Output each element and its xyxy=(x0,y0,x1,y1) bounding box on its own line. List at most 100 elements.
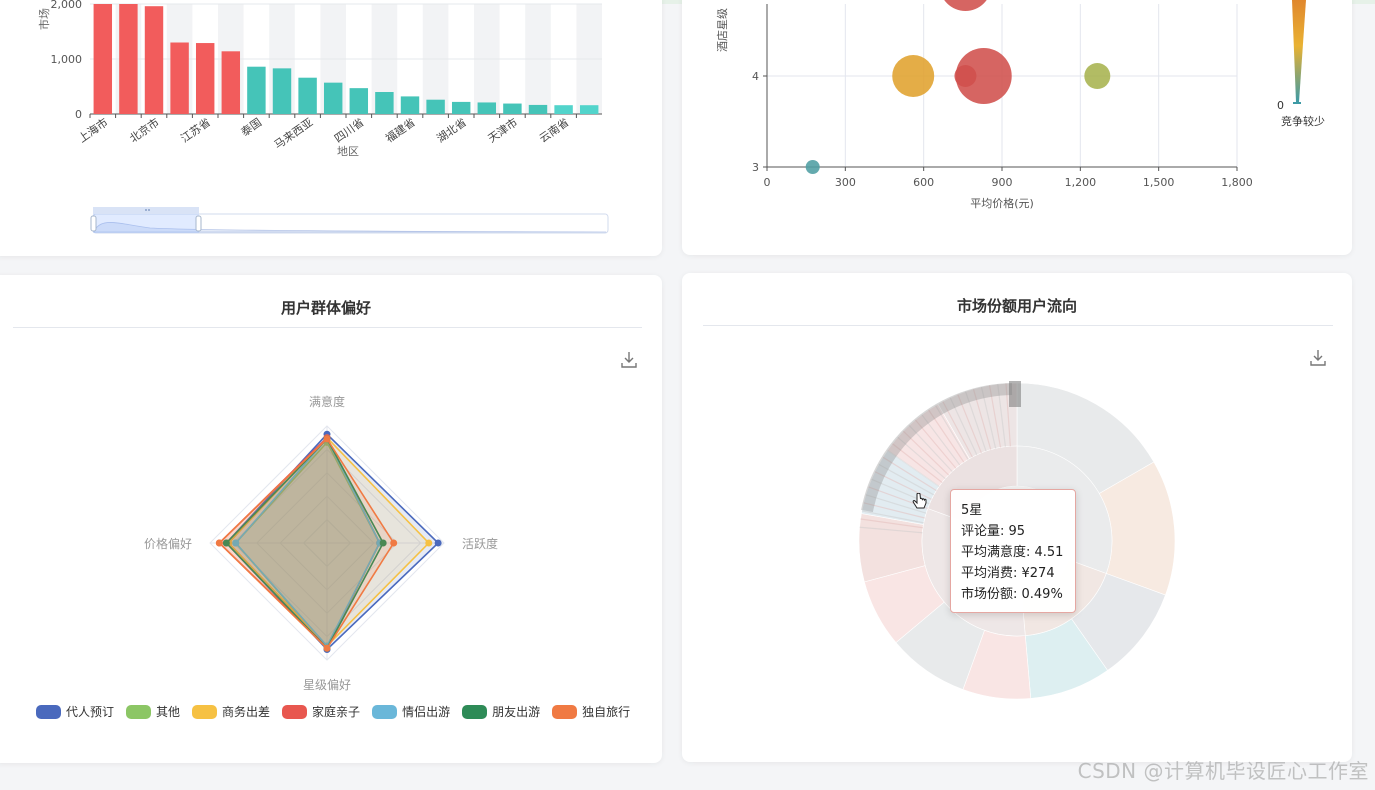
legend-swatch xyxy=(372,704,398,719)
data-zoom-left-handle[interactable] xyxy=(90,215,97,232)
data-zoom-slider[interactable] xyxy=(90,207,609,234)
bubble-y-tick: 4 xyxy=(752,70,759,83)
bubble-x-tick: 1,200 xyxy=(1065,176,1097,189)
bar-x-tick: 四川省 xyxy=(332,116,366,146)
bar[interactable] xyxy=(554,105,573,114)
legend-label: 家庭亲子 xyxy=(312,705,361,719)
tooltip-avg-spend: 平均消费: ¥274 xyxy=(961,566,1055,581)
tooltip-review-count: 评论量: 95 xyxy=(961,524,1026,539)
bar[interactable] xyxy=(272,68,292,114)
radar-chart-card: 用户群体偏好 满意度 活跃度 星级偏好 价格偏好 xyxy=(0,275,662,763)
legend-item[interactable]: 其他 xyxy=(126,703,180,720)
radar-point[interactable] xyxy=(425,539,433,547)
visual-map-label: 竞争较少 xyxy=(1281,114,1325,128)
legend-label: 独自旅行 xyxy=(582,705,631,719)
bar[interactable] xyxy=(426,99,445,114)
watermark: CSDN @计算机毕设匠心工作室 xyxy=(1077,759,1369,783)
data-zoom-selected-range[interactable] xyxy=(93,214,199,233)
radar-point[interactable] xyxy=(215,539,223,547)
data-zoom-right-handle[interactable] xyxy=(195,215,202,232)
bar[interactable] xyxy=(503,103,522,114)
bar[interactable] xyxy=(477,102,497,114)
bar[interactable] xyxy=(170,42,189,115)
legend-item[interactable]: 家庭亲子 xyxy=(282,703,360,720)
bar[interactable] xyxy=(195,43,215,114)
bubble-point[interactable] xyxy=(955,48,1012,104)
download-icon[interactable] xyxy=(619,350,639,370)
card-title-divider xyxy=(13,327,642,328)
legend-swatch xyxy=(192,704,218,719)
bar[interactable] xyxy=(144,6,164,115)
bar[interactable] xyxy=(349,88,369,114)
legend-label: 朋友出游 xyxy=(492,705,541,719)
bar-y-tick: 1,000 xyxy=(51,53,83,66)
bar-x-tick: 云南省 xyxy=(537,116,571,146)
bar[interactable] xyxy=(528,104,548,114)
radar-card-title: 用户群体偏好 xyxy=(280,299,371,317)
bar-y-tick: 2,000 xyxy=(51,0,83,11)
bubble-point[interactable] xyxy=(805,160,820,174)
visual-map-gradient[interactable] xyxy=(1292,0,1306,102)
bubble-x-tick: 0 xyxy=(764,176,771,189)
bubble-x-tick: 900 xyxy=(992,176,1013,189)
radar-legend: 代人预订 其他 商务出差 家庭亲子 情侣出游 朋友出游 独自旅行 xyxy=(36,703,630,720)
radar-series-area[interactable] xyxy=(218,437,395,650)
download-icon[interactable] xyxy=(1308,348,1328,368)
legend-label: 商务出差 xyxy=(222,705,271,719)
bar-x-tick: 福建省 xyxy=(383,115,418,145)
bar[interactable] xyxy=(579,105,599,114)
legend-swatch xyxy=(126,704,152,719)
legend-swatch xyxy=(282,704,308,719)
tooltip-market-share: 市场份额: 0.49% xyxy=(961,587,1063,602)
radar-point[interactable] xyxy=(323,644,331,652)
card-title-divider xyxy=(703,325,1333,326)
legend-item[interactable]: 代人预订 xyxy=(36,703,114,720)
radar-point[interactable] xyxy=(379,539,387,547)
radar-indicator-label: 活跃度 xyxy=(462,536,498,551)
bar[interactable] xyxy=(298,77,317,114)
bar-x-tick: 泰国 xyxy=(238,115,264,139)
bar-y-tick: 0 xyxy=(75,108,82,121)
tooltip-avg-satisfaction: 平均满意度: 4.51 xyxy=(961,545,1064,560)
bubble-x-tick: 1,500 xyxy=(1143,176,1175,189)
bar[interactable] xyxy=(451,101,471,114)
bar[interactable] xyxy=(221,51,241,114)
bar-xlabel: 地区 xyxy=(337,145,359,158)
bubble-point[interactable] xyxy=(1084,63,1111,89)
bar[interactable] xyxy=(375,92,394,114)
bubble-y-tick: 3 xyxy=(752,161,759,174)
bar[interactable] xyxy=(323,82,343,114)
bar-x-tick: 马来西亚 xyxy=(272,116,315,152)
bubble-x-tick: 600 xyxy=(913,176,934,189)
tooltip-title: 5星 xyxy=(961,503,983,518)
bubble-point[interactable] xyxy=(939,0,991,11)
bubble-chart-card: 0 300 600 900 1,200 1,500 1,800 3 4 酒店星级 平均价格(元)… xyxy=(682,0,1352,255)
legend-item[interactable]: 独自旅行 xyxy=(552,703,630,720)
legend-swatch xyxy=(36,704,61,719)
radar-indicator-label: 价格偏好 xyxy=(144,536,192,551)
radar-point[interactable] xyxy=(323,435,331,443)
visual-map-min: 0 xyxy=(1277,99,1284,112)
bubble-x-tick: 300 xyxy=(835,176,856,189)
bubble-point[interactable] xyxy=(892,55,935,97)
bar[interactable] xyxy=(93,4,113,114)
sunburst-card-title: 市场份额用户流向 xyxy=(956,297,1077,315)
radar-point[interactable] xyxy=(434,539,442,547)
bar-ylabel: 市场 xyxy=(37,8,51,30)
radar-point[interactable] xyxy=(232,539,240,547)
legend-item[interactable]: 情侣出游 xyxy=(372,703,450,720)
legend-item[interactable]: 朋友出游 xyxy=(462,703,540,720)
legend-swatch xyxy=(462,704,488,719)
bar[interactable] xyxy=(119,4,138,114)
radar-point[interactable] xyxy=(222,539,230,547)
bar[interactable] xyxy=(400,96,420,114)
sunburst-tooltip: 5星 评论量: 95 平均满意度: 4.51 平均消费: ¥274 市场份额: … xyxy=(950,489,1076,613)
radar-indicator-label: 满意度 xyxy=(309,394,345,409)
bar-x-tick: 北京市 xyxy=(127,115,162,145)
hand-cursor-icon xyxy=(912,493,927,509)
radar-point[interactable] xyxy=(390,539,398,547)
legend-swatch xyxy=(552,704,578,719)
bar[interactable] xyxy=(247,66,266,114)
legend-item[interactable]: 商务出差 xyxy=(192,703,270,720)
